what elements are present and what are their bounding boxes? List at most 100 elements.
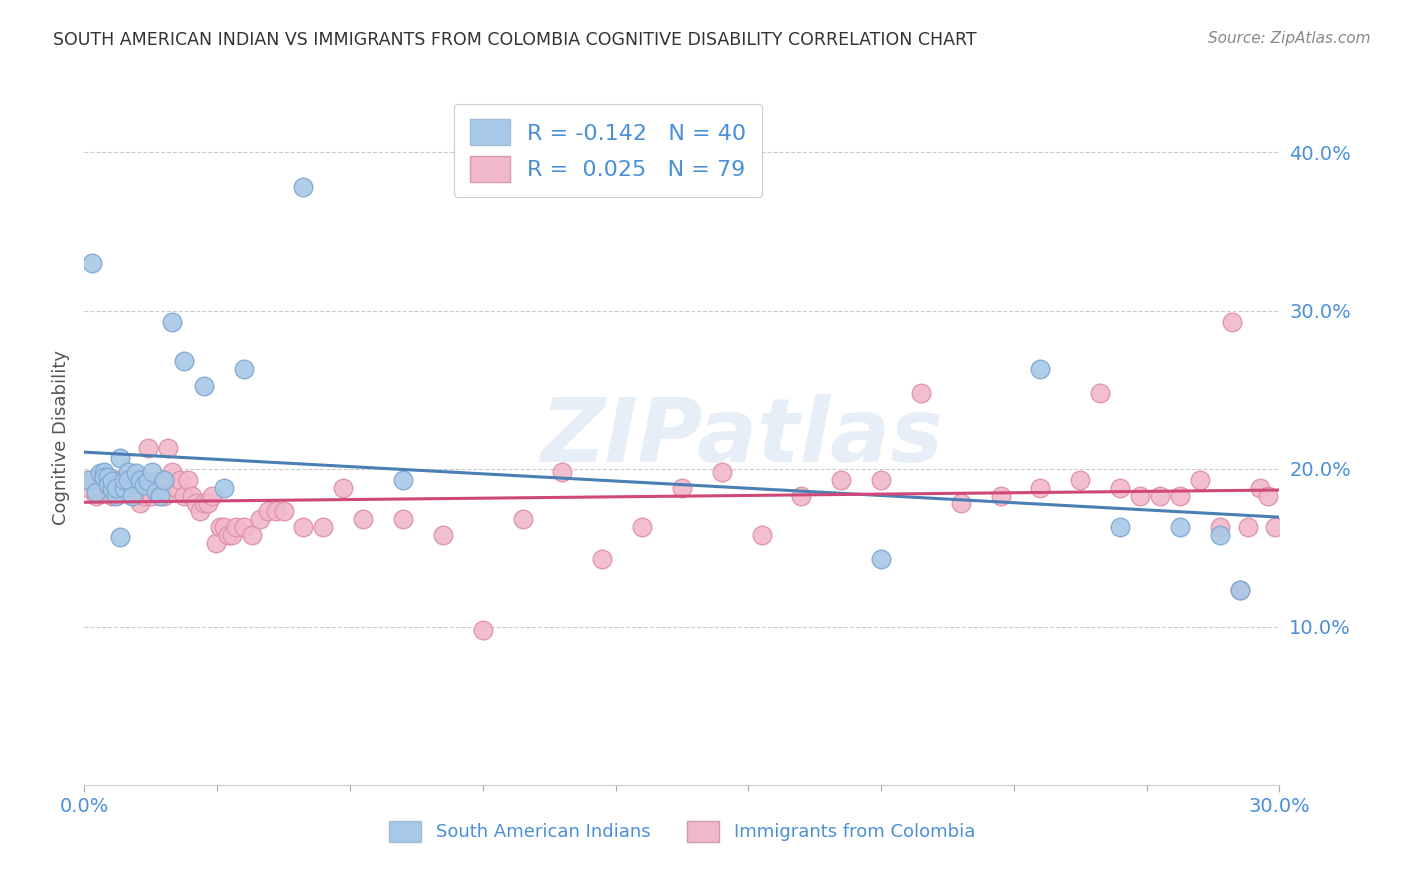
Point [292,520,315,534]
Point [188,504,211,518]
Point [169,473,191,487]
Point [910,385,932,400]
Point [177,473,200,487]
Point [332,481,354,495]
Text: ZIPatlas: ZIPatlas [540,393,943,481]
Point [193,496,215,510]
Point [1149,489,1171,503]
Point [82,256,104,270]
Point [149,489,172,503]
Point [105,473,128,487]
Point [217,528,239,542]
Point [97,469,120,483]
Point [125,473,148,487]
Point [101,475,124,489]
Point [1220,315,1243,329]
Point [1069,473,1091,487]
Point [1188,473,1211,487]
Point [86,485,108,500]
Point [101,489,124,503]
Point [125,467,148,481]
Point [292,180,315,194]
Point [77,481,100,495]
Point [89,467,111,481]
Point [153,489,176,503]
Point [82,473,104,487]
Point [110,473,132,487]
Point [181,489,204,503]
Point [1209,528,1232,542]
Point [89,481,111,495]
Point [225,520,247,534]
Point [1090,385,1112,400]
Point [1209,520,1232,534]
Point [86,489,108,503]
Point [132,477,156,491]
Point [1257,489,1279,503]
Point [208,520,231,534]
Point [352,512,374,526]
Point [201,489,224,503]
Point [129,496,152,510]
Point [153,473,176,487]
Point [1029,481,1052,495]
Point [105,481,128,495]
Point [1249,481,1271,495]
Point [471,623,494,637]
Point [671,481,693,495]
Point [117,465,139,479]
Point [117,473,139,487]
Point [591,551,613,566]
Point [105,489,128,503]
Point [149,473,172,487]
Point [432,528,454,542]
Point [212,481,235,495]
Point [221,528,243,542]
Point [205,536,228,550]
Point [1264,520,1286,534]
Point [273,504,295,518]
Point [112,473,135,487]
Point [132,489,156,503]
Point [117,481,139,495]
Point [93,465,115,479]
Point [141,489,163,503]
Point [830,473,852,487]
Point [173,489,195,503]
Point [870,473,893,487]
Point [145,481,167,495]
Point [1029,362,1052,376]
Point [249,512,271,526]
Y-axis label: Cognitive Disability: Cognitive Disability [52,350,70,524]
Point [1109,520,1132,534]
Point [264,504,287,518]
Point [870,551,893,566]
Point [751,528,773,542]
Point [990,489,1012,503]
Point [112,481,135,495]
Point [949,496,972,510]
Point [232,520,254,534]
Point [551,465,574,479]
Point [392,473,415,487]
Point [256,504,278,518]
Point [197,496,219,510]
Point [512,512,534,526]
Point [145,485,167,500]
Point [157,441,180,455]
Point [193,379,215,393]
Point [110,530,132,544]
Point [141,465,163,479]
Point [212,520,235,534]
Point [160,315,183,329]
Point [136,475,159,489]
Point [1168,489,1191,503]
Point [392,512,415,526]
Point [631,520,654,534]
Point [121,481,143,495]
Point [1168,520,1191,534]
Point [240,528,263,542]
Point [1229,583,1251,598]
Point [1236,520,1258,534]
Point [97,477,120,491]
